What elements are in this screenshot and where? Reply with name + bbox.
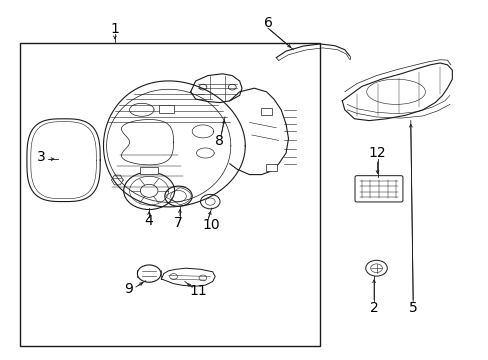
- Text: 4: 4: [144, 215, 153, 228]
- Bar: [140, 167, 158, 174]
- Text: 3: 3: [37, 150, 46, 163]
- FancyBboxPatch shape: [354, 176, 402, 202]
- Text: 11: 11: [189, 284, 206, 298]
- Text: 8: 8: [214, 134, 223, 148]
- Bar: [20, 43, 320, 346]
- Text: 1: 1: [110, 22, 119, 36]
- Bar: [159, 105, 173, 113]
- Text: 10: 10: [202, 218, 220, 232]
- Text: 7: 7: [174, 216, 183, 230]
- Text: 5: 5: [408, 301, 417, 315]
- Text: 6: 6: [263, 17, 272, 30]
- Text: 12: 12: [368, 146, 386, 160]
- Bar: [265, 164, 277, 171]
- Text: 2: 2: [369, 301, 378, 315]
- Text: 9: 9: [123, 283, 132, 296]
- Bar: [260, 108, 272, 115]
